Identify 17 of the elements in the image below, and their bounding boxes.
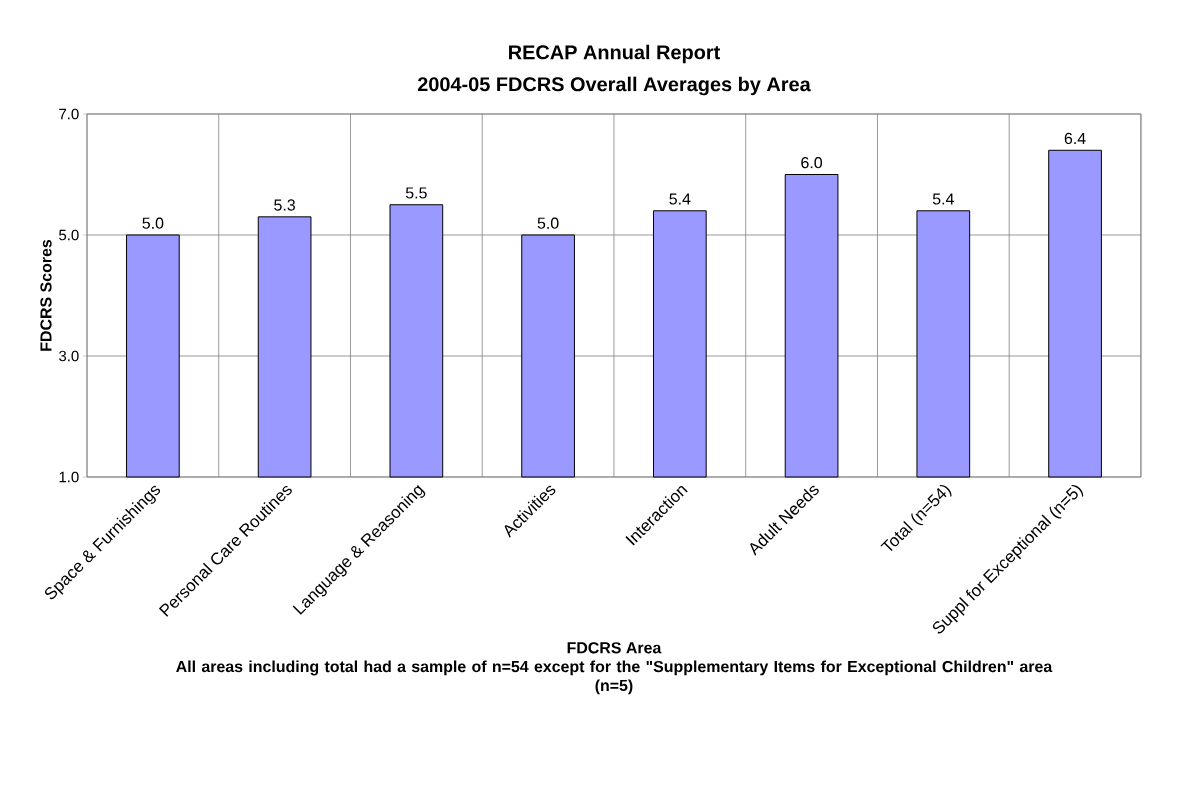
chart-title: RECAP Annual Report [509,44,721,64]
data-label: 5.5 [405,187,427,199]
y-tick-label: 5.0 [59,229,79,241]
y-tick-label: 1.0 [59,471,79,483]
y-tick-label: 3.0 [59,350,79,362]
y-axis-title: FDCRS Scores [40,239,52,351]
data-label: 5.0 [142,217,164,229]
data-label: 5.3 [274,199,295,211]
data-label: 6.0 [801,157,823,169]
data-label: 6.4 [1064,132,1086,145]
data-label: 5.4 [932,193,954,205]
chart-subtitle: 2004-05 FDCRS Overall Averages by Area [417,76,811,96]
data-label: 5.4 [669,193,691,205]
y-tick-label: 7.0 [59,108,79,120]
data-label: 5.0 [537,217,559,229]
x-axis-title: FDCRS Area [567,642,662,654]
text: All areas including total had a sample of n=54 except for the "Supplementary Items for Exceptional Children" area (n=5) [176,660,1053,695]
